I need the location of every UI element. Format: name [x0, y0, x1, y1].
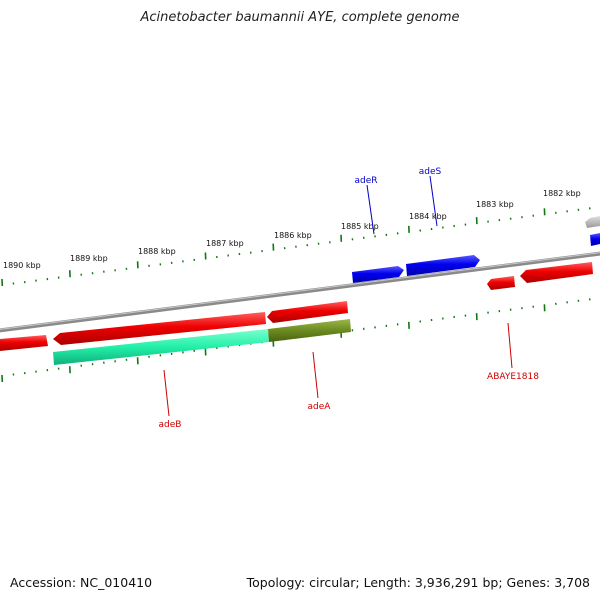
gene-adeS-arrow[interactable]	[406, 255, 480, 276]
genome-title: Acinetobacter baumannii AYE, complete ge…	[140, 10, 460, 25]
accession-label: Accession: NC_010410	[10, 575, 153, 590]
upper-tick-track	[1, 207, 591, 287]
gene-adeR-arrow[interactable]	[352, 266, 404, 283]
adeA-callout-line	[312, 351, 319, 399]
tick-labels: 1890 kbp 1889 kbp 1888 kbp 1887 kbp 1886…	[3, 189, 581, 270]
tick-label-1890: 1890 kbp	[3, 261, 41, 270]
tick-label-1884: 1884 kbp	[409, 212, 447, 221]
tick-label-1883: 1883 kbp	[476, 200, 514, 209]
ABAYE1818-callout-line	[507, 322, 513, 369]
gene-adeA-arrow[interactable]	[267, 301, 348, 323]
gene-label-adeB[interactable]: adeB	[159, 420, 182, 430]
tick-label-1885: 1885 kbp	[341, 222, 379, 231]
gene-red-right-arrow[interactable]	[520, 262, 593, 283]
adeB-highlight-band[interactable]	[53, 329, 269, 365]
genome-backbone	[0, 251, 600, 333]
tick-label-1889: 1889 kbp	[70, 254, 108, 263]
gene-blue-edge-arrow[interactable]	[590, 233, 600, 246]
tick-label-1888: 1888 kbp	[138, 247, 176, 256]
gene-gray-arrow[interactable]	[585, 216, 600, 228]
adeB-callout-line	[163, 369, 170, 417]
gene-label-ABAYE1818[interactable]: ABAYE1818	[487, 372, 539, 382]
adeA-highlight-band[interactable]	[268, 319, 351, 342]
gene-label-adeS[interactable]: adeS	[419, 167, 442, 177]
gene-label-adeR[interactable]: adeR	[354, 176, 377, 186]
topology-label: Topology: circular; Length: 3,936,291 bp…	[246, 575, 590, 590]
tick-label-1882: 1882 kbp	[543, 189, 581, 198]
adeR-callout-line	[366, 184, 375, 235]
gene-adeB-arrow[interactable]	[53, 312, 266, 345]
adeS-callout-line	[429, 175, 438, 227]
tick-label-1887: 1887 kbp	[206, 239, 244, 248]
tick-label-1886: 1886 kbp	[274, 231, 312, 240]
gene-ABAYE1818-arrow[interactable]	[487, 276, 515, 290]
gene-left-red-arrow[interactable]	[0, 335, 48, 351]
gene-label-adeA[interactable]: adeA	[308, 402, 332, 412]
